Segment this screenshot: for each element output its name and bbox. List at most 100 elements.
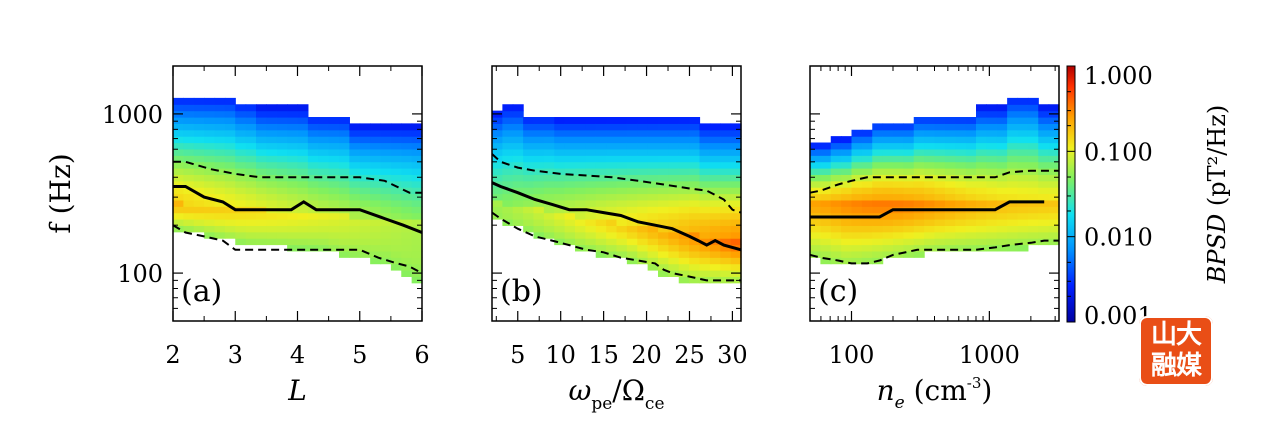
heatmap-cell bbox=[276, 212, 288, 220]
heatmap-cell bbox=[245, 117, 257, 124]
heatmap-cell bbox=[1038, 123, 1050, 131]
heatmap-cell bbox=[183, 199, 195, 207]
heatmap-cell bbox=[287, 148, 299, 156]
heatmap-cell bbox=[841, 219, 853, 226]
heatmap-cell bbox=[1038, 117, 1050, 124]
heatmap-cell bbox=[287, 199, 299, 207]
heatmap-cell bbox=[245, 193, 257, 201]
heatmap-cell bbox=[370, 168, 382, 175]
heatmap-cell bbox=[955, 142, 967, 150]
heatmap-cell bbox=[709, 129, 721, 137]
heatmap-cell bbox=[976, 244, 987, 252]
heatmap-cell bbox=[328, 187, 340, 195]
x-tick-label: 10 bbox=[545, 341, 576, 369]
heatmap-cell bbox=[411, 142, 423, 150]
heatmap-cell bbox=[626, 142, 638, 150]
heatmap-cell bbox=[193, 148, 205, 156]
heatmap-cell bbox=[502, 206, 514, 214]
heatmap-cell bbox=[564, 136, 576, 144]
heatmap-cell bbox=[965, 129, 977, 137]
heatmap-cell bbox=[720, 219, 732, 226]
heatmap-cell bbox=[339, 225, 350, 233]
heatmap-cell bbox=[349, 161, 361, 169]
heatmap-cell bbox=[913, 187, 925, 195]
heatmap-cell bbox=[1027, 225, 1039, 233]
heatmap-cell bbox=[955, 155, 967, 163]
heatmap-cell bbox=[861, 231, 873, 239]
heatmap-cell bbox=[224, 155, 236, 163]
heatmap-cell bbox=[730, 225, 742, 233]
heatmap-cell bbox=[183, 225, 195, 233]
heatmap-cell bbox=[502, 117, 514, 124]
heatmap-cell bbox=[944, 244, 956, 252]
heatmap-cell bbox=[554, 129, 566, 137]
heatmap-cell bbox=[965, 219, 977, 226]
heatmap-cell bbox=[606, 168, 618, 175]
heatmap-cell bbox=[689, 270, 701, 277]
heatmap-cell bbox=[523, 174, 535, 182]
heatmap-cell bbox=[411, 174, 423, 182]
heatmap-cell bbox=[626, 225, 638, 233]
heatmap-cell bbox=[976, 199, 987, 207]
heatmap-cell bbox=[647, 129, 659, 137]
heatmap-cell bbox=[214, 219, 226, 226]
plot-frame bbox=[491, 65, 742, 322]
heatmap-cell bbox=[307, 231, 319, 239]
heatmap-cell bbox=[554, 155, 566, 163]
heatmap-cell bbox=[689, 276, 701, 284]
heatmap-cell bbox=[934, 199, 946, 207]
quartile-line bbox=[491, 153, 742, 214]
heatmap-cell bbox=[841, 257, 853, 265]
heatmap-cell bbox=[955, 123, 967, 131]
heatmap-cell bbox=[689, 193, 701, 201]
heatmap-cell bbox=[204, 174, 216, 182]
heatmap-cell bbox=[841, 155, 853, 163]
heatmap-cell bbox=[204, 187, 216, 195]
heatmap-cell bbox=[543, 193, 555, 201]
heatmap-cell bbox=[720, 225, 732, 233]
heatmap-cell bbox=[214, 231, 226, 239]
heatmap-cell bbox=[944, 117, 956, 124]
heatmap-cell bbox=[339, 148, 350, 156]
heatmap-cell bbox=[235, 155, 247, 163]
heatmap-cell bbox=[1038, 174, 1050, 182]
heatmap-cell bbox=[626, 129, 638, 137]
heatmap-cell bbox=[359, 168, 371, 175]
heatmap-cell bbox=[872, 168, 884, 175]
heatmap-cell bbox=[297, 212, 309, 220]
heatmap-cell bbox=[1007, 219, 1019, 226]
heatmap-cell bbox=[193, 206, 205, 214]
heatmap-cell bbox=[913, 155, 925, 163]
heatmap-cell bbox=[647, 193, 659, 201]
heatmap-cell bbox=[502, 129, 514, 137]
heatmap-cell bbox=[214, 104, 226, 112]
heatmap-cell bbox=[699, 187, 711, 195]
heatmap-cell bbox=[390, 263, 402, 271]
heatmap-cell bbox=[616, 206, 628, 214]
heatmap-cell bbox=[893, 148, 904, 156]
heatmap-cell bbox=[554, 148, 566, 156]
heatmap-cell bbox=[370, 148, 382, 156]
heatmap-cell bbox=[512, 180, 524, 188]
heatmap-cell bbox=[720, 257, 732, 265]
heatmap-cell bbox=[976, 238, 987, 246]
heatmap-cell bbox=[276, 161, 288, 169]
heatmap-cell bbox=[616, 219, 628, 226]
y-axis-label: f (Hz) bbox=[44, 153, 77, 233]
heatmap-cell bbox=[913, 238, 925, 246]
heatmap-cell bbox=[214, 199, 226, 207]
heatmap-cell bbox=[841, 180, 853, 188]
heatmap-cell bbox=[307, 244, 319, 252]
heatmap-cell bbox=[1027, 155, 1039, 163]
heatmap-cell bbox=[401, 180, 413, 188]
heatmap-cell bbox=[224, 104, 236, 112]
heatmap-cell bbox=[183, 123, 195, 131]
heatmap-cell bbox=[564, 199, 576, 207]
heatmap-cell bbox=[1048, 212, 1060, 220]
heatmap-cell bbox=[668, 231, 680, 239]
heatmap-cell bbox=[512, 148, 524, 156]
heatmap-cell bbox=[390, 136, 402, 144]
heatmap-cell bbox=[183, 142, 195, 150]
heatmap-cell bbox=[820, 250, 832, 258]
heatmap-cell bbox=[318, 161, 330, 169]
